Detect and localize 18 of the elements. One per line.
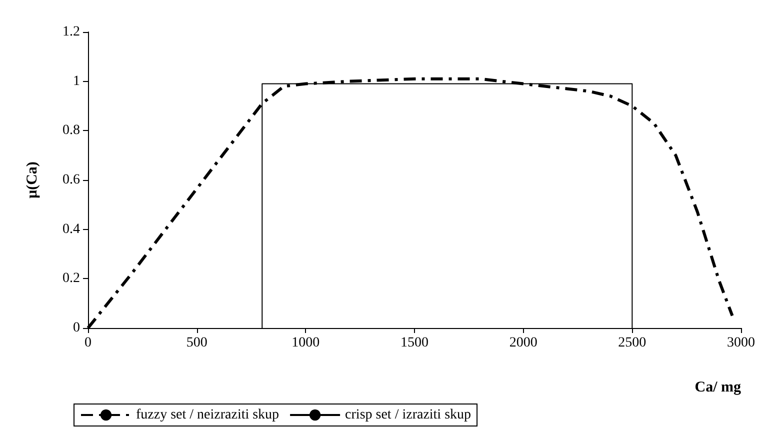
x-tick-label: 2000 bbox=[509, 336, 538, 350]
x-tick-label: 500 bbox=[186, 336, 208, 350]
y-tick-label: 1.2 bbox=[62, 24, 80, 40]
y-tick-label: 0.2 bbox=[62, 271, 80, 286]
y-tick-label: 0.6 bbox=[62, 172, 80, 188]
legend-label: crisp set / izraziti skup bbox=[345, 408, 472, 422]
x-axis-title: Ca/ mg bbox=[694, 380, 742, 396]
y-tick-label: 0.4 bbox=[62, 222, 80, 237]
legend-label: fuzzy set / neizraziti skup bbox=[136, 408, 280, 422]
x-tick-label: 3000 bbox=[727, 336, 755, 350]
y-tick-label: 1 bbox=[73, 74, 80, 89]
x-tick-label: 1000 bbox=[292, 336, 320, 350]
x-tick-label: 1500 bbox=[400, 336, 428, 350]
y-axis-title: μ(Ca) bbox=[24, 162, 40, 198]
y-tick-label: 0 bbox=[73, 320, 80, 336]
x-tick-label: 2500 bbox=[618, 336, 646, 350]
y-tick-label: 0.8 bbox=[62, 123, 80, 138]
x-tick-label: 0 bbox=[84, 336, 92, 350]
